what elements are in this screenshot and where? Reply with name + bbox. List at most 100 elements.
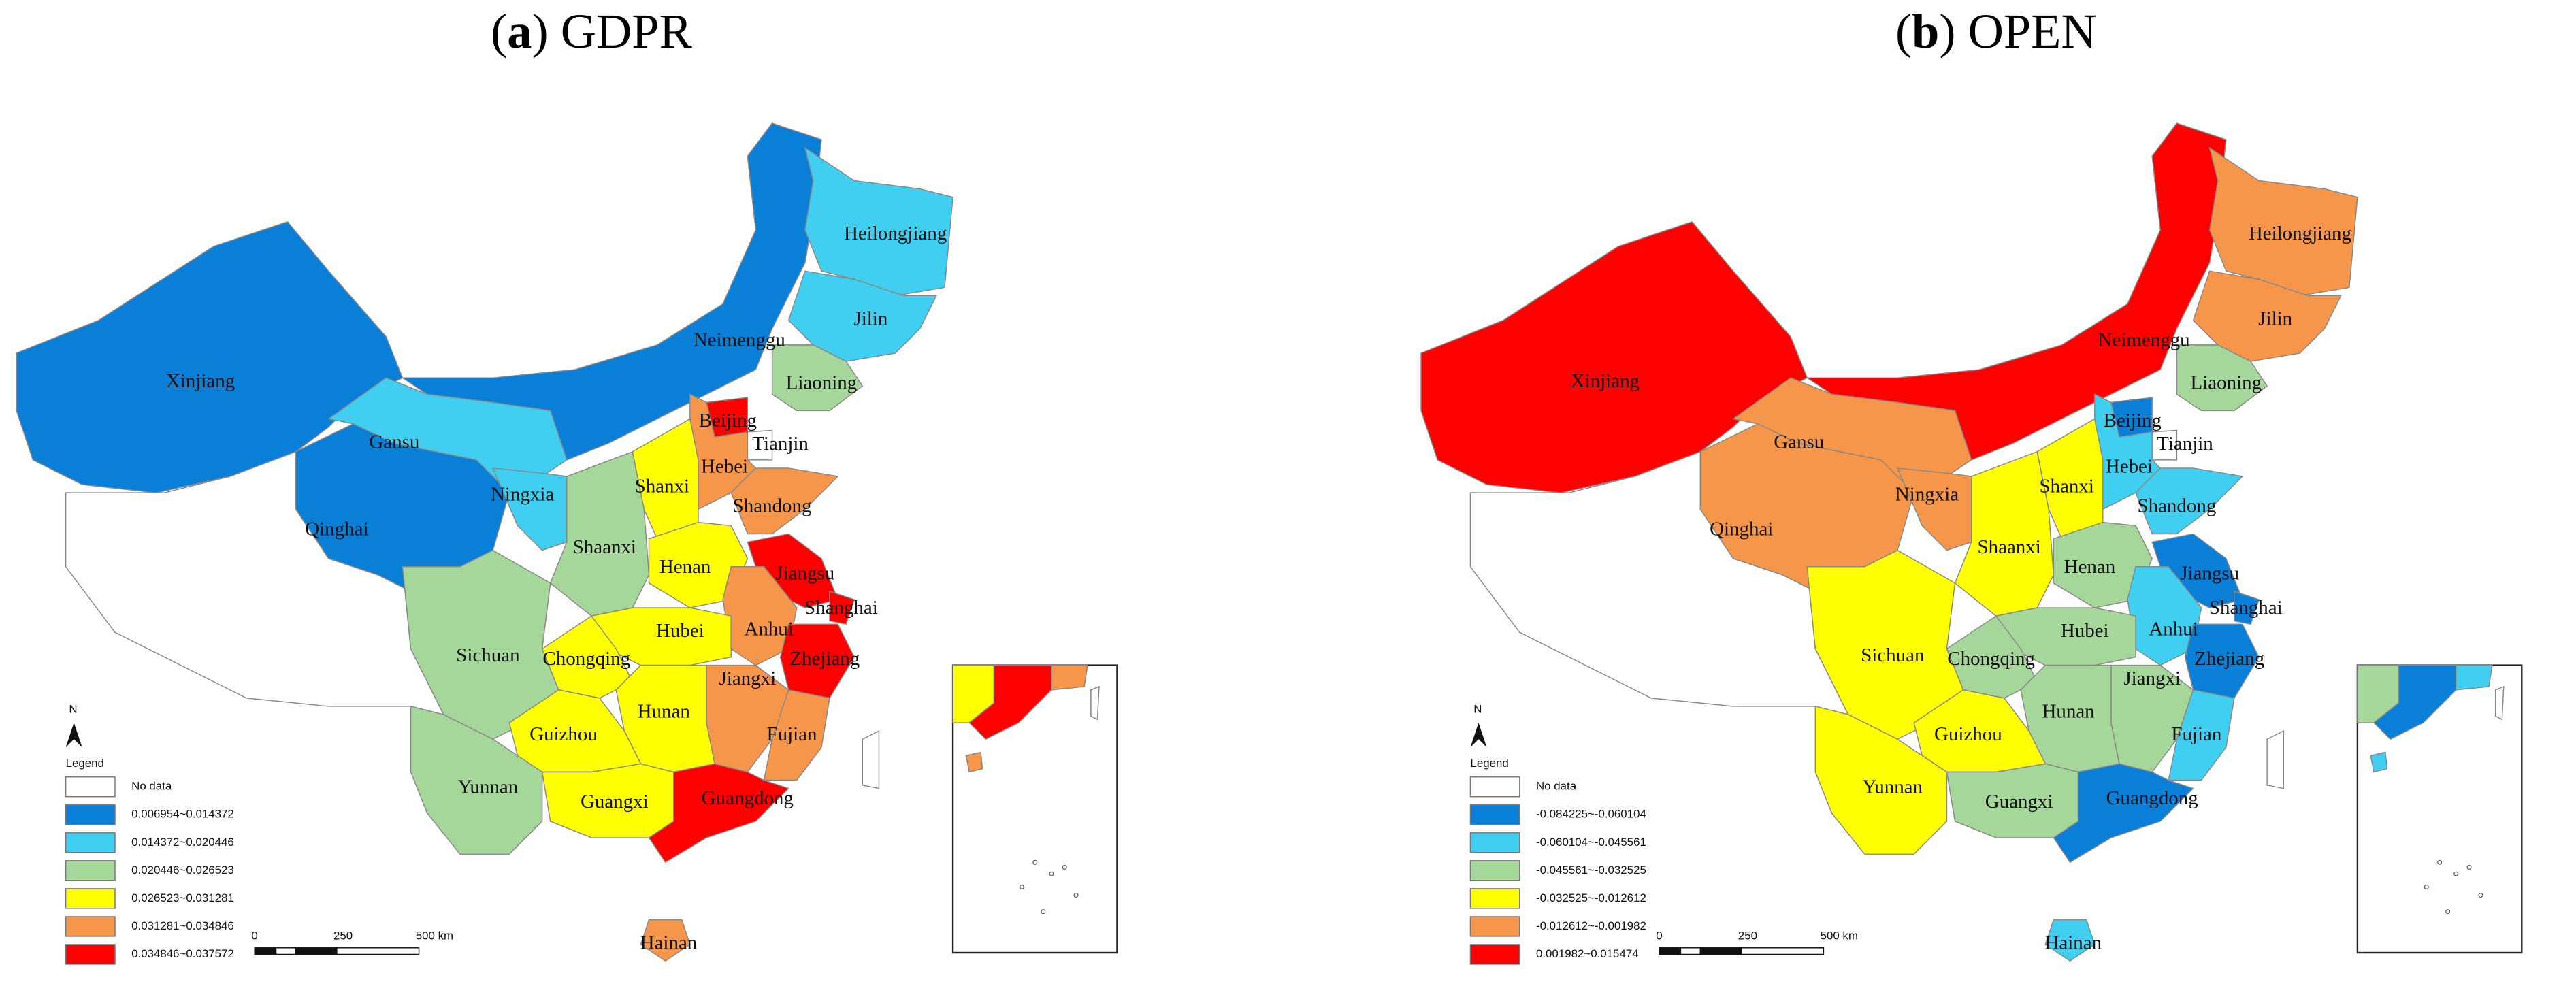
inset-shape: [2370, 751, 2388, 773]
province: [787, 270, 938, 362]
province: [2044, 919, 2096, 962]
island: [1049, 871, 1054, 876]
legend-label: 0.026523~0.031281: [131, 891, 234, 904]
province: [771, 344, 864, 412]
province-label: Anhui: [2149, 619, 2198, 640]
legend-title: Legend: [66, 757, 104, 770]
province-label: Shanxi: [635, 476, 689, 497]
scale-label: 250: [333, 929, 353, 942]
island: [2424, 884, 2429, 889]
province-label: Zhejiang: [789, 648, 860, 670]
province-label: Hubei: [2061, 620, 2109, 642]
island: [1019, 884, 1024, 889]
scale-segment: [1740, 947, 1825, 955]
province-label: Liaoning: [2191, 372, 2262, 393]
province-label: Hunan: [638, 700, 691, 722]
scale-label: 500 km: [1821, 929, 1858, 942]
province-label: Sichuan: [1861, 644, 1925, 666]
scale-label: 500 km: [416, 929, 453, 942]
province-label: Guangdong: [702, 787, 794, 809]
legend-swatch: [1469, 832, 1520, 853]
title-part: a: [507, 3, 532, 59]
province-label: Guizhou: [1934, 723, 2002, 745]
province-label: Sichuan: [456, 644, 520, 666]
map-panel: (a) GDPR Xinjiang Neimenggu Heilongjiang Jil…: [16, 3, 1118, 965]
province: [2127, 566, 2202, 666]
province-label: Shaanxi: [1978, 536, 2041, 558]
legend-label: -0.012612~-0.001982: [1536, 919, 1646, 932]
title-part: ) GDPR: [532, 3, 693, 59]
province-label: Gansu: [369, 431, 419, 453]
panel-title: (b) OPEN: [1895, 3, 2097, 59]
scale-segment: [295, 947, 338, 955]
title-part: (: [1895, 3, 1912, 59]
province-label: Heilongjiang: [844, 223, 947, 244]
legend-label: 0.034846~0.037572: [131, 947, 234, 960]
province-label: Jiangsu: [775, 562, 834, 584]
province-label: Hainan: [640, 932, 698, 954]
province: [2176, 344, 2268, 412]
legend-swatch: [1469, 916, 1520, 937]
legend-label: 0.006954~0.014372: [131, 808, 234, 821]
legend-swatch: [1469, 944, 1520, 965]
province-label: Xinjiang: [166, 370, 235, 392]
legend-label: -0.032525~-0.012612: [1536, 891, 1646, 904]
north-label: N: [1473, 702, 1482, 715]
scale-segment: [254, 947, 277, 955]
legend-label: 0.001982~0.015474: [1536, 947, 1639, 960]
island: [2478, 893, 2483, 898]
inset-shape: [2494, 685, 2505, 721]
island: [1032, 859, 1038, 865]
province-label: Hebei: [701, 456, 748, 478]
province-label: Liaoning: [786, 372, 858, 393]
province-label: Neimenggu: [2098, 329, 2190, 351]
north-arrow: [1470, 723, 1487, 748]
province-label: Jiangxi: [719, 668, 777, 689]
province-label: Guangxi: [1985, 791, 2053, 813]
legend-label: -0.084225~-0.060104: [1536, 808, 1646, 821]
province: [2053, 763, 2194, 864]
inset-shape: [2456, 664, 2493, 691]
legend-swatch: [65, 888, 116, 909]
scale-segment: [1680, 947, 1701, 955]
province-label: Qinghai: [305, 518, 368, 540]
scale-segment: [275, 947, 297, 955]
province-label: Gansu: [1774, 431, 1824, 453]
province-label: Ningxia: [491, 484, 554, 506]
province-label: Heilongjiang: [2249, 223, 2351, 244]
legend-label: No data: [1536, 780, 1577, 793]
scale-segment: [1659, 947, 1682, 955]
legend-title: Legend: [1470, 757, 1508, 770]
legend-label: 0.020446~0.026523: [131, 864, 234, 876]
inset-shape: [965, 751, 983, 773]
island: [2453, 871, 2459, 876]
province-label: Shaanxi: [573, 536, 636, 558]
title-part: b: [1912, 3, 1939, 59]
map-panel: (b) OPEN Xinjiang Neimenggu Heilongjiang Jil…: [1420, 3, 2523, 965]
inset-shape: [1051, 664, 1088, 691]
province-label: Anhui: [745, 619, 794, 640]
province-label: Hubei: [656, 620, 704, 642]
legend-swatch: [65, 860, 116, 881]
legend-label: -0.060104~-0.045561: [1536, 836, 1646, 849]
scale-label: 0: [251, 929, 257, 942]
province: [410, 706, 543, 855]
province-label: Henan: [659, 556, 711, 578]
scale-segment: [1699, 947, 1742, 955]
province: [2192, 270, 2342, 362]
province-label: Guizhou: [529, 723, 598, 745]
inset-shape: [1090, 685, 1100, 721]
province: [1814, 706, 1948, 855]
legend-label: No data: [131, 780, 172, 793]
province-label: Jilin: [2258, 308, 2292, 329]
legend-swatch: [1469, 776, 1520, 798]
province: [722, 566, 798, 666]
province: [2234, 590, 2260, 625]
legend-swatch: [65, 832, 116, 853]
legend-label: 0.014372~0.020446: [131, 836, 234, 849]
no-data-region: [862, 729, 880, 789]
province-label: Yunnan: [1863, 776, 1923, 798]
province-label: Beijing: [2104, 410, 2162, 431]
province-label: Jilin: [853, 308, 887, 329]
